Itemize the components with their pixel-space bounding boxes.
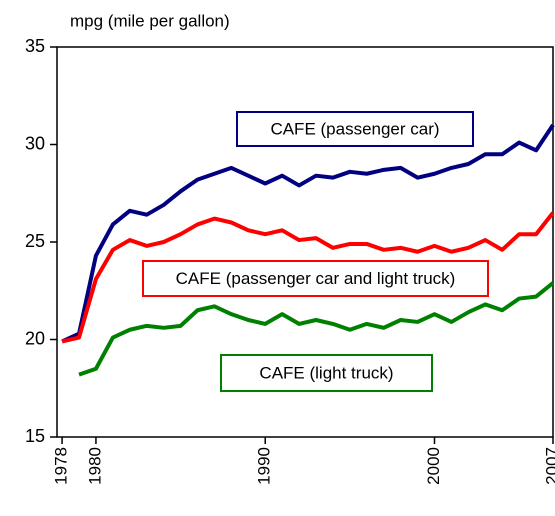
series-line bbox=[61, 123, 555, 344]
x-tick-label: 1980 bbox=[85, 447, 104, 485]
legend-label: CAFE (passenger car and light truck) bbox=[176, 269, 456, 288]
legend-label: CAFE (light truck) bbox=[259, 363, 393, 382]
legend-box bbox=[236, 111, 474, 147]
y-tick-label: 15 bbox=[25, 426, 45, 446]
series-line bbox=[61, 211, 555, 344]
y-tick-label: 25 bbox=[25, 231, 45, 251]
y-tick-label: 20 bbox=[25, 328, 45, 348]
legend-box bbox=[142, 260, 489, 297]
series-line bbox=[78, 281, 555, 377]
y-tick-label: 35 bbox=[25, 36, 45, 56]
legend-label: CAFE (passenger car) bbox=[270, 119, 439, 138]
x-tick-label: 1990 bbox=[255, 447, 274, 485]
x-tick-label: 1978 bbox=[52, 447, 71, 485]
y-tick-label: 30 bbox=[25, 133, 45, 153]
y-axis-title: mpg (mile per gallon) bbox=[70, 11, 230, 30]
legend-box bbox=[220, 354, 433, 392]
x-tick-label: 2007 bbox=[542, 447, 555, 485]
x-tick-label: 2000 bbox=[424, 447, 443, 485]
